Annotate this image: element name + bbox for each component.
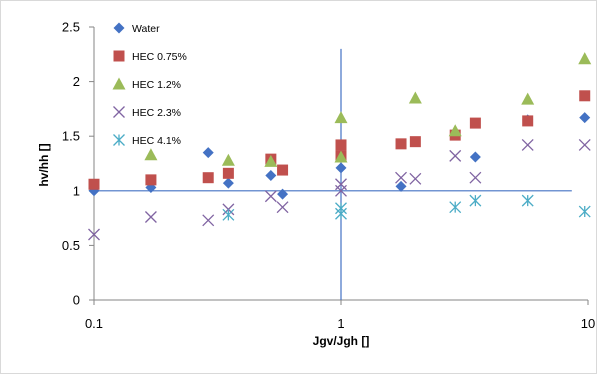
data-point-hec-0-75 — [222, 167, 234, 179]
data-point-hec-1-2 — [578, 52, 592, 65]
data-point-water — [202, 147, 214, 159]
data-point-hec-4-1 — [469, 194, 482, 207]
data-point-water — [265, 170, 277, 182]
data-point-hec-4-1 — [449, 201, 462, 214]
legend-label-hec-4-1: HEC 4.1% — [132, 135, 181, 147]
data-point-hec-0-75 — [395, 138, 407, 150]
data-point-hec-0-75 — [409, 136, 421, 148]
data-point-hec-1-2 — [334, 111, 348, 124]
x-tick-label: 10 — [581, 316, 595, 331]
tick-labels: 0 0.5 1 1.5 2 2.5 0.1 1 10 — [62, 20, 595, 332]
legend-label-hec-0-75: HEC 0.75% — [132, 51, 187, 63]
data-point-hec-1-2 — [221, 153, 235, 166]
data-point-hec-1-2 — [521, 92, 535, 105]
data-point-water — [395, 180, 407, 192]
legend-label-water: Water — [132, 23, 160, 35]
data-point-hec-0-75 — [277, 164, 289, 176]
data-point-hec-2-3 — [264, 190, 277, 203]
y-tick-label: 0.5 — [62, 238, 80, 253]
data-point-hec-2-3 — [202, 214, 215, 227]
data-point-water — [469, 151, 481, 163]
legend-label-hec-1-2: HEC 1.2% — [132, 79, 181, 91]
legend: Water HEC 0.75% HEC 1.2% HEC 2.3% HEC 4.1% — [112, 22, 187, 147]
legend-marker-hec-1-2 — [112, 77, 126, 90]
x-tick-label: 0.1 — [85, 316, 103, 331]
data-point-hec-0-75 — [522, 115, 534, 127]
data-point-hec-1-2 — [144, 148, 158, 161]
data-point-water — [277, 188, 289, 200]
data-point-hec-2-3 — [395, 171, 407, 184]
y-tick-label: 2.5 — [62, 20, 80, 35]
data-point-hec-2-3 — [88, 228, 100, 241]
data-point-hec-2-3 — [449, 149, 462, 162]
data-point-hec-0-75 — [579, 90, 591, 102]
data-point-hec-2-3 — [144, 211, 157, 223]
data-point-hec-4-1 — [222, 208, 235, 221]
data-point-hec-1-2 — [408, 91, 422, 104]
data-point-hec-2-3 — [578, 138, 591, 151]
y-tick-label: 1.5 — [62, 129, 80, 144]
x-axis-title: Jgv/Jgh [] — [313, 334, 370, 348]
data-point-hec-0-75 — [88, 178, 100, 190]
legend-marker-hec-4-1 — [113, 134, 125, 146]
y-tick-label: 2 — [73, 74, 80, 89]
data-point-hec-0-75 — [145, 174, 157, 186]
data-point-hec-2-3 — [335, 178, 347, 191]
y-axis-title: hv/hh [] — [37, 143, 51, 186]
data-point-hec-2-3 — [521, 138, 534, 151]
legend-marker-hec-2-3 — [113, 106, 125, 118]
data-point-water — [222, 177, 234, 189]
data-point-hec-1-2 — [264, 154, 278, 167]
data-point-hec-2-3 — [409, 172, 422, 185]
data-point-hec-2-3 — [276, 201, 289, 214]
data-points — [88, 52, 592, 241]
x-tick-label: 1 — [337, 316, 344, 331]
data-point-hec-2-3 — [469, 171, 482, 184]
data-point-hec-1-2 — [334, 150, 348, 163]
legend-label-hec-2-3: HEC 2.3% — [132, 107, 181, 119]
legend-marker-water — [113, 22, 125, 34]
data-point-hec-0-75 — [335, 139, 347, 151]
y-tick-label: 1 — [73, 183, 80, 198]
y-tick-label: 0 — [73, 293, 80, 308]
data-point-hec-4-1 — [578, 205, 591, 218]
data-point-water — [335, 162, 347, 174]
data-point-hec-4-1 — [521, 194, 534, 207]
data-point-hec-0-75 — [469, 117, 481, 129]
legend-marker-hec-0-75 — [113, 50, 125, 62]
reference-lines — [94, 48, 572, 300]
data-point-hec-1-2 — [448, 124, 462, 137]
data-point-water — [579, 112, 591, 124]
data-point-hec-0-75 — [202, 172, 214, 184]
data-point-hec-4-1 — [335, 202, 347, 215]
